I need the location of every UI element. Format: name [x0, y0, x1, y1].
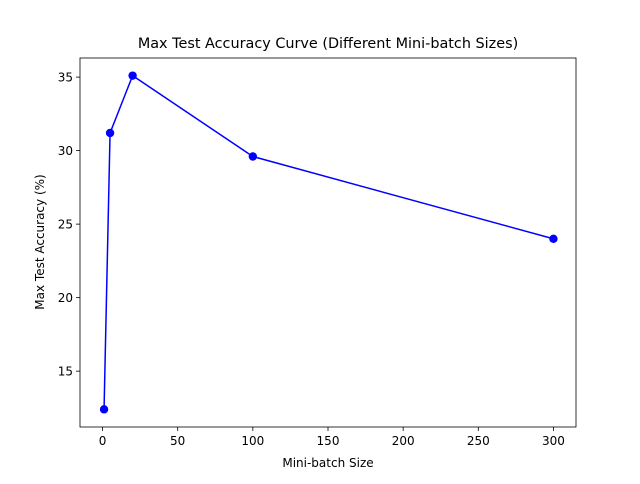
- y-tick-label: 25: [58, 218, 73, 232]
- data-point: [105, 128, 115, 138]
- data-point: [128, 71, 137, 80]
- y-axis-label: Max Test Accuracy (%): [33, 174, 47, 309]
- x-tick-label: 200: [392, 434, 415, 448]
- y-tick-label: 15: [58, 365, 73, 379]
- x-tick-label: 150: [317, 434, 340, 448]
- x-tick-label: 0: [99, 434, 107, 448]
- x-tick-label: 250: [467, 434, 490, 448]
- x-tick-label: 50: [170, 434, 185, 448]
- x-axis-ticks: 0 50 100 150 200 250 300: [99, 427, 565, 448]
- y-tick-label: 30: [58, 144, 73, 158]
- data-point: [549, 234, 558, 244]
- chart-title: Max Test Accuracy Curve (Different Mini-…: [138, 36, 518, 52]
- y-tick-label: 20: [58, 291, 73, 305]
- y-tick-label: 35: [58, 71, 73, 85]
- data-point: [99, 405, 109, 414]
- y-axis-ticks: 15 20 25 30 35: [58, 71, 80, 379]
- x-tick-label: 300: [542, 434, 565, 448]
- x-tick-label: 100: [241, 434, 264, 448]
- data-point: [248, 152, 258, 161]
- x-axis-label: Mini-batch Size: [282, 456, 373, 470]
